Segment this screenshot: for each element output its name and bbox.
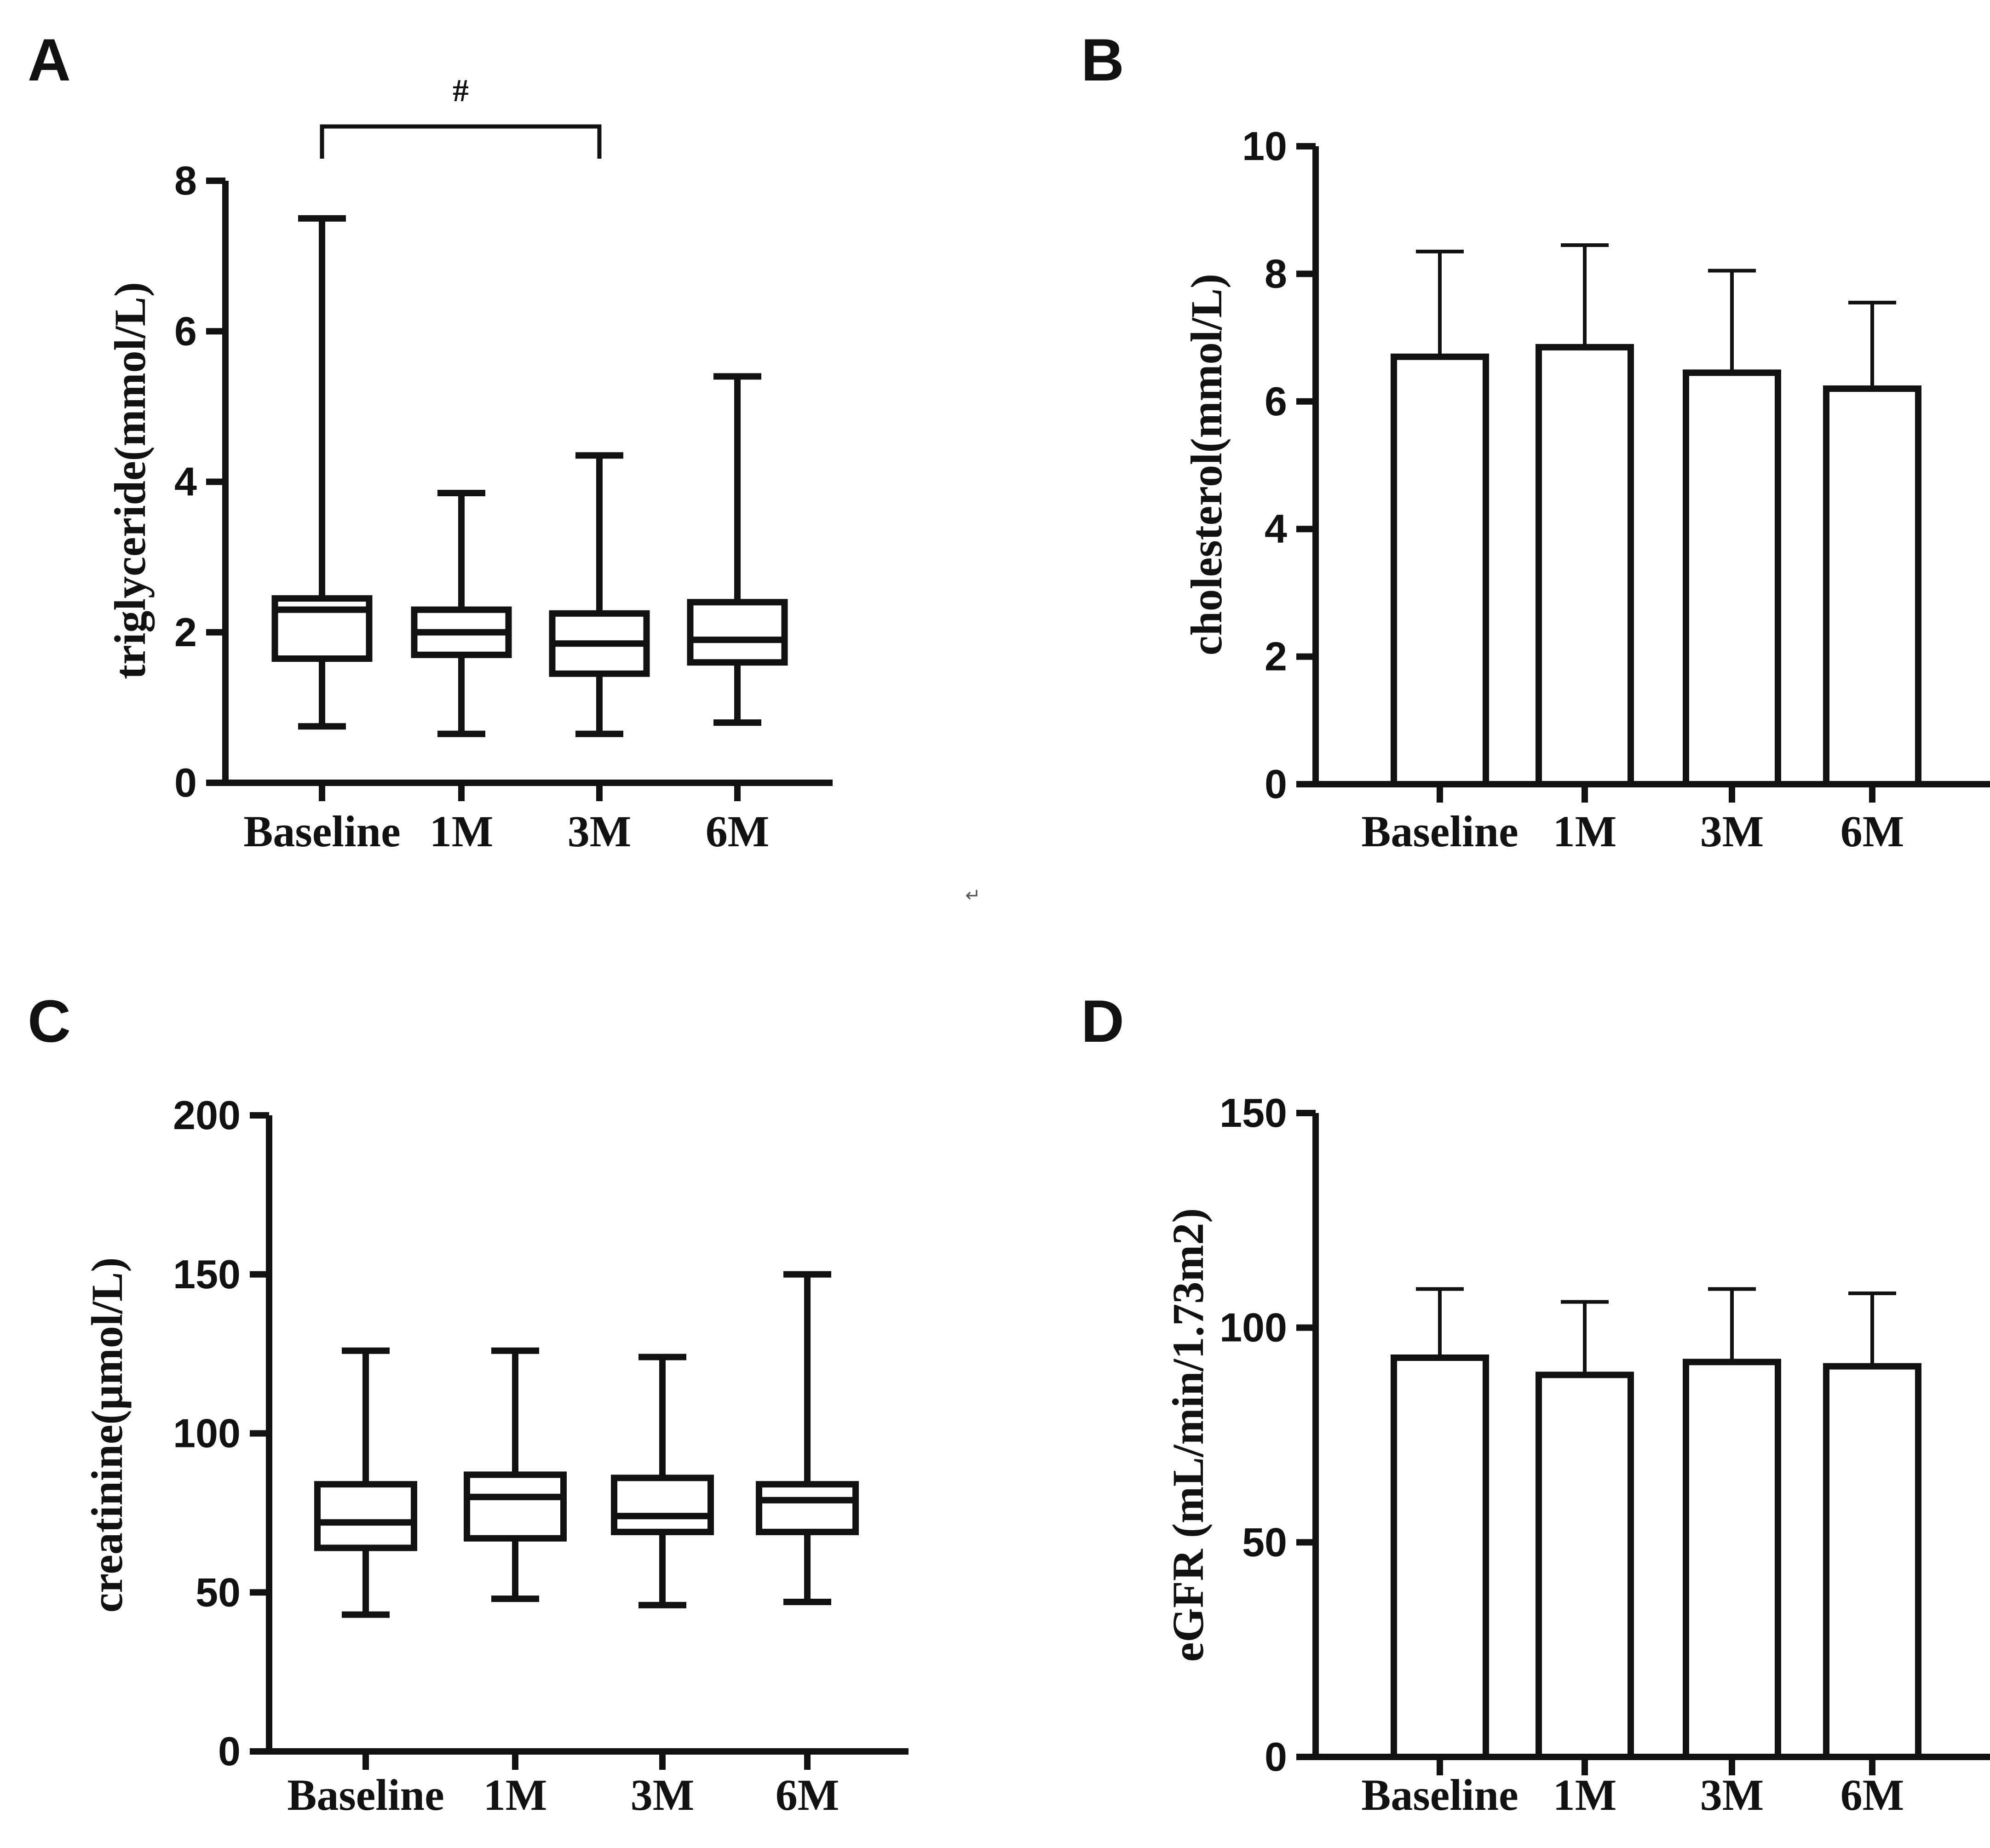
x-tick-label: 1M — [1553, 807, 1617, 856]
box-3m — [549, 452, 650, 737]
y-tick-label: 150 — [1219, 1090, 1287, 1136]
y-axis-title: eGFR (mL/min/1.73m2) — [1163, 1208, 1213, 1662]
box-iqr — [314, 1481, 417, 1551]
y-tick-label: 10 — [1242, 123, 1287, 169]
y-axis-title: cholesterol(mmol/L) — [1182, 274, 1231, 655]
x-tick-label: 3M — [631, 1770, 695, 1819]
x-tick-label: Baseline — [1361, 807, 1518, 856]
panel-letter: B — [1081, 26, 1124, 93]
x-tick-label: Baseline — [1361, 1770, 1518, 1819]
x-tick-label: 3M — [568, 807, 632, 856]
return-mark: ↵ — [965, 885, 981, 906]
y-tick-label: 50 — [196, 1569, 241, 1615]
y-tick-label: 2 — [174, 609, 197, 655]
bar-group-6m — [1823, 300, 1921, 787]
panel-a: A 0 2 4 6 8 Baseline 1M 3M 6M triglyceride(mmol/L)… — [28, 26, 833, 856]
x-tick-label: 1M — [430, 807, 494, 856]
panel-b: B 0 2 4 6 8 10 Baseline 1M 3M 6M cholesterol(mmol/L… — [1081, 26, 1990, 856]
box-6m — [687, 373, 788, 726]
box-1m — [464, 1347, 567, 1602]
box-iqr — [611, 1475, 714, 1535]
y-tick-label: 8 — [1265, 251, 1287, 296]
y-tick-label: 6 — [174, 308, 197, 354]
bar-group-3m — [1683, 1287, 1781, 1760]
box-3m — [611, 1354, 714, 1608]
bar — [1823, 385, 1921, 787]
x-tick-label: 1M — [483, 1770, 547, 1819]
significance-label: # — [453, 73, 469, 109]
bar — [1391, 353, 1489, 787]
bar — [1683, 369, 1781, 787]
y-tick-label: 200 — [173, 1092, 241, 1138]
y-axis-title: creatinine(μmol/L) — [82, 1257, 132, 1613]
box-iqr — [464, 1471, 567, 1542]
panel-letter: D — [1081, 987, 1124, 1055]
panel-letter: C — [28, 987, 71, 1055]
y-tick-label: 4 — [174, 459, 197, 505]
bar-group-6m — [1823, 1291, 1921, 1761]
bar-group-baseline — [1391, 1287, 1489, 1760]
panel-c: C 0 50 100 150 200 Baseline 1M 3M 6M creatinine(μm… — [28, 987, 909, 1819]
y-tick-label: 0 — [1265, 761, 1287, 807]
box-1m — [411, 490, 512, 737]
bar — [1683, 1359, 1781, 1760]
x-tick-label: 1M — [1553, 1770, 1617, 1819]
box-6m — [756, 1271, 859, 1605]
bar-group-baseline — [1391, 249, 1489, 787]
y-axis-title: triglyceride(mmol/L) — [105, 282, 155, 679]
bar-group-1m — [1536, 243, 1634, 787]
y-tick-label: 8 — [174, 158, 197, 203]
bar — [1823, 1363, 1921, 1761]
bar — [1391, 1354, 1489, 1760]
y-tick-label: 0 — [1265, 1734, 1287, 1779]
box-baseline — [314, 1347, 417, 1618]
x-tick-label: Baseline — [287, 1770, 444, 1819]
x-tick-label: 6M — [776, 1770, 840, 1819]
y-tick-label: 0 — [218, 1728, 241, 1774]
y-tick-label: 6 — [1265, 379, 1287, 424]
box-iqr — [687, 599, 788, 666]
bar — [1536, 344, 1634, 787]
x-tick-label: 3M — [1700, 807, 1764, 856]
x-tick-label: 6M — [706, 807, 770, 856]
box-baseline — [271, 215, 373, 730]
y-tick-label: 0 — [174, 760, 197, 805]
box-iqr — [756, 1481, 859, 1535]
x-tick-label: 6M — [1840, 807, 1904, 856]
y-tick-label: 2 — [1265, 634, 1287, 679]
y-tick-label: 100 — [173, 1411, 241, 1456]
panel-d: D 0 50 100 150 Baseline 1M 3M 6M eGFR (mL/min/1.7… — [1081, 987, 1990, 1819]
bar-group-3m — [1683, 269, 1781, 787]
x-tick-label: 6M — [1840, 1770, 1904, 1819]
y-tick-label: 100 — [1219, 1305, 1287, 1350]
bar — [1536, 1372, 1634, 1760]
panel-letter: A — [28, 26, 71, 93]
y-tick-label: 50 — [1242, 1519, 1287, 1565]
x-tick-label: Baseline — [243, 807, 400, 856]
y-tick-label: 4 — [1265, 506, 1287, 551]
x-tick-label: 3M — [1700, 1770, 1764, 1819]
significance-bracket — [320, 124, 602, 159]
bar-group-1m — [1536, 1300, 1634, 1760]
y-tick-label: 150 — [173, 1251, 241, 1297]
